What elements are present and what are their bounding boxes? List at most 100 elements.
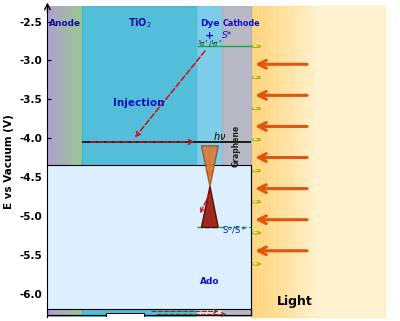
Bar: [264, 6, 266, 317]
Bar: [198, 6, 222, 165]
Bar: [255, 6, 256, 317]
Text: Dye: Dye: [200, 19, 219, 28]
Text: Anode: Anode: [49, 19, 81, 28]
Bar: [78, 6, 79, 317]
Bar: [270, 6, 272, 317]
Bar: [301, 6, 303, 317]
Circle shape: [252, 107, 261, 110]
Bar: [251, 6, 385, 317]
Bar: [268, 6, 269, 317]
Bar: [293, 6, 295, 317]
Circle shape: [252, 138, 261, 141]
Bar: [70, 6, 71, 317]
Bar: [60, 6, 61, 317]
Bar: [50, 6, 51, 317]
Bar: [282, 6, 284, 317]
Bar: [274, 6, 276, 317]
Bar: [286, 6, 287, 317]
Y-axis label: E vs Vacuum (V): E vs Vacuum (V): [4, 114, 14, 209]
Circle shape: [252, 169, 261, 172]
Bar: [61, 6, 62, 317]
Bar: [54, 6, 56, 317]
Bar: [304, 6, 305, 317]
Bar: [72, 6, 73, 317]
Bar: [297, 6, 299, 317]
Bar: [49, 6, 50, 317]
Text: $^3\!\pi^*/^1\!\pi^*$: $^3\!\pi^*/^1\!\pi^*$: [196, 39, 222, 51]
Text: $h\nu$: $h\nu$: [214, 130, 227, 142]
Bar: [257, 6, 259, 317]
Bar: [284, 6, 286, 317]
Text: Injection: Injection: [113, 98, 164, 108]
Bar: [277, 6, 278, 317]
Bar: [275, 6, 277, 317]
Bar: [252, 6, 254, 317]
Bar: [288, 6, 290, 317]
Bar: [262, 6, 264, 317]
Circle shape: [252, 201, 261, 203]
Text: Light: Light: [277, 295, 313, 308]
Bar: [298, 6, 300, 317]
Polygon shape: [202, 186, 218, 228]
Bar: [265, 6, 267, 317]
Bar: [65, 6, 66, 317]
Text: Graphene: Graphene: [232, 125, 241, 167]
Bar: [310, 6, 312, 317]
Bar: [56, 6, 57, 317]
Bar: [261, 6, 263, 317]
Text: S$^o$/S$^+$: S$^o$/S$^+$: [222, 224, 247, 236]
Bar: [73, 6, 74, 317]
Bar: [59, 6, 60, 317]
Bar: [52, 6, 53, 317]
Bar: [260, 6, 262, 317]
Bar: [278, 6, 280, 317]
Circle shape: [254, 263, 256, 264]
Circle shape: [254, 170, 256, 171]
Circle shape: [252, 76, 261, 79]
Text: TiO$_2$: TiO$_2$: [128, 16, 152, 30]
Polygon shape: [202, 146, 218, 186]
Bar: [313, 6, 314, 317]
Bar: [291, 6, 292, 317]
Text: Cathode: Cathode: [223, 19, 260, 28]
Bar: [296, 6, 298, 317]
Bar: [311, 6, 313, 317]
Bar: [222, 6, 251, 317]
Bar: [290, 6, 291, 317]
Bar: [79, 6, 80, 317]
Bar: [68, 6, 70, 317]
Bar: [81, 6, 82, 317]
Bar: [64, 6, 65, 317]
Bar: [280, 6, 282, 317]
Bar: [48, 6, 49, 317]
Bar: [256, 6, 258, 317]
Bar: [308, 6, 309, 317]
Bar: [58, 6, 59, 317]
Bar: [254, 6, 255, 317]
Bar: [314, 6, 316, 317]
Bar: [74, 6, 75, 317]
Circle shape: [254, 139, 256, 140]
Bar: [251, 6, 252, 317]
Bar: [53, 6, 54, 317]
Bar: [48, 165, 251, 309]
Bar: [71, 6, 72, 317]
Bar: [76, 6, 78, 317]
Bar: [266, 6, 268, 317]
Bar: [272, 6, 273, 317]
Bar: [302, 6, 304, 317]
Bar: [269, 6, 270, 317]
Bar: [300, 6, 302, 317]
Bar: [309, 6, 310, 317]
Bar: [106, 313, 144, 319]
Bar: [283, 6, 285, 317]
Text: +: +: [205, 30, 214, 40]
Bar: [259, 6, 260, 317]
Circle shape: [252, 263, 261, 265]
Circle shape: [254, 201, 256, 202]
Bar: [279, 6, 281, 317]
Bar: [75, 6, 76, 317]
Text: S*: S*: [222, 31, 232, 40]
Bar: [305, 6, 306, 317]
Bar: [198, 165, 222, 317]
